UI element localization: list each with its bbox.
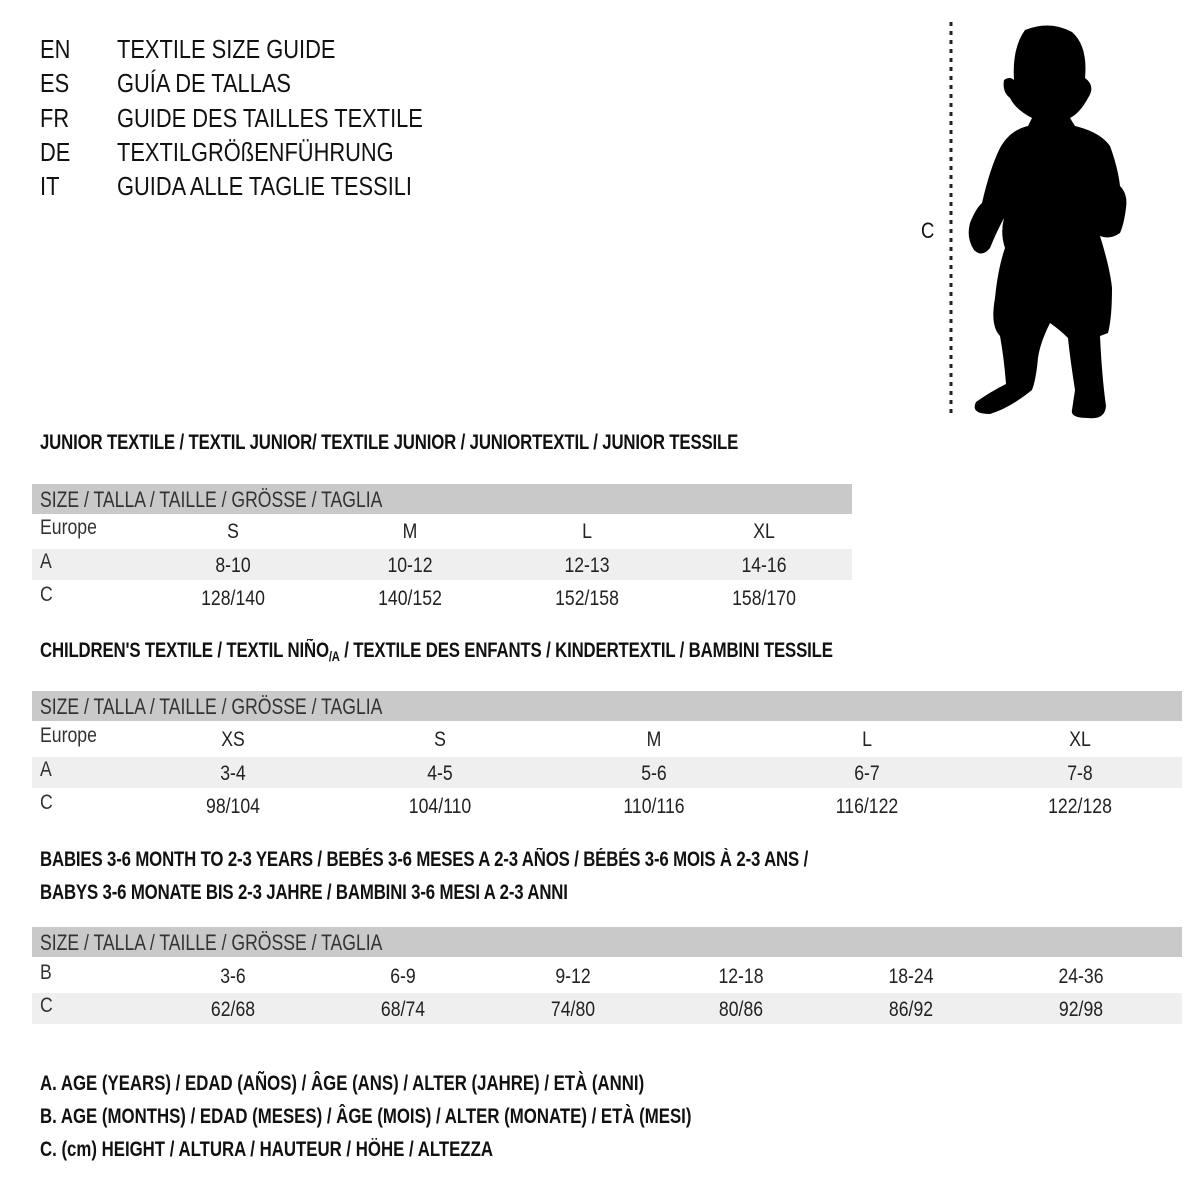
table-cell: 8-10 xyxy=(215,554,251,577)
table-cell: M xyxy=(402,520,418,543)
table-row-shade xyxy=(32,757,1182,788)
table-cell: 110/116 xyxy=(623,795,685,818)
table-cell: 3-6 xyxy=(220,965,246,988)
guide-title: GUIDA ALLE TAGLIE TESSILI xyxy=(117,171,412,202)
table-cell: 104/110 xyxy=(408,795,472,818)
section-title: CHILDREN'S TEXTILE / TEXTIL NIÑO/A / TEX… xyxy=(40,639,833,664)
table-cell: 6-7 xyxy=(854,762,880,785)
table-cell: 140/152 xyxy=(378,587,442,610)
language-code: DE xyxy=(40,136,71,167)
table-cell: 86/92 xyxy=(888,998,934,1021)
table-cell: 152/158 xyxy=(555,587,619,610)
section-title: JUNIOR TEXTILE / TEXTIL JUNIOR/ TEXTILE … xyxy=(40,431,739,454)
table-cell: 80/86 xyxy=(718,998,764,1021)
child-silhouette-icon xyxy=(968,25,1127,419)
table-cell: 18-24 xyxy=(888,965,934,988)
table-cell: 98/104 xyxy=(206,795,260,818)
language-code: IT xyxy=(40,171,60,202)
legend-line: B. AGE (MONTHS) / EDAD (MESES) / ÂGE (MO… xyxy=(40,1105,692,1128)
table-cell: XL xyxy=(1069,728,1091,751)
guide-title: TEXTILGRÖßENFÜHRUNG xyxy=(117,136,394,167)
table-cell: 62/68 xyxy=(210,998,256,1021)
table-cell: 14-16 xyxy=(741,554,787,577)
guide-title: GUIDE DES TAILLES TEXTILE xyxy=(117,102,423,133)
row-label: A xyxy=(40,758,52,781)
table-cell: 6-9 xyxy=(390,965,416,988)
size-header-bar: SIZE / TALLA / TAILLE / GRÖSSE / TAGLIA xyxy=(32,927,1182,957)
table-cell: 24-36 xyxy=(1058,965,1104,988)
section-title-part: / TEXTILE DES ENFANTS / KINDERTEXTIL / B… xyxy=(339,639,833,662)
table-cell: XS xyxy=(221,728,245,751)
table-cell: M xyxy=(646,728,662,751)
table-cell: 12-13 xyxy=(564,554,610,577)
table-cell: XL xyxy=(753,520,775,543)
size-header-label: SIZE / TALLA / TAILLE / GRÖSSE / TAGLIA xyxy=(40,487,383,512)
table-row-shade xyxy=(32,549,852,580)
legend-line: C. (cm) HEIGHT / ALTURA / HAUTEUR / HÖHE… xyxy=(40,1138,493,1161)
row-label: C xyxy=(40,791,53,814)
section-title-sub: /A xyxy=(328,648,340,664)
table-row-shade xyxy=(32,993,1182,1024)
table-cell: 10-12 xyxy=(387,554,433,577)
size-header-label: SIZE / TALLA / TAILLE / GRÖSSE / TAGLIA xyxy=(40,930,383,955)
language-code: FR xyxy=(40,102,70,133)
table-cell: L xyxy=(582,520,592,543)
guide-title: GUÍA DE TALLAS xyxy=(117,68,291,99)
section-title-part: CHILDREN'S TEXTILE / TEXTIL NIÑO xyxy=(40,639,329,662)
row-label: B xyxy=(40,961,52,984)
size-header-bar: SIZE / TALLA / TAILLE / GRÖSSE / TAGLIA xyxy=(32,691,1182,721)
table-cell: S xyxy=(227,520,239,543)
section-title-line: BABYS 3-6 MONATE BIS 2-3 JAHRE / BAMBINI… xyxy=(40,881,568,904)
table-cell: 7-8 xyxy=(1067,762,1093,785)
table-cell: 92/98 xyxy=(1058,998,1104,1021)
table-cell: 158/170 xyxy=(732,587,796,610)
size-header-bar: SIZE / TALLA / TAILLE / GRÖSSE / TAGLIA xyxy=(32,484,852,514)
row-label: C xyxy=(40,583,53,606)
dotted-height-line xyxy=(949,22,953,414)
row-label: Europe xyxy=(40,724,97,747)
table-cell: 4-5 xyxy=(427,762,453,785)
guide-title: TEXTILE SIZE GUIDE xyxy=(117,34,336,64)
language-code: ES xyxy=(40,68,70,99)
size-header-label: SIZE / TALLA / TAILLE / GRÖSSE / TAGLIA xyxy=(40,694,383,719)
table-cell: 116/122 xyxy=(835,795,899,818)
table-cell: 9-12 xyxy=(555,965,591,988)
table-cell: 74/80 xyxy=(550,998,596,1021)
row-label: A xyxy=(40,550,52,573)
table-cell: 3-4 xyxy=(220,762,246,785)
table-cell: S xyxy=(434,728,446,751)
language-code: EN xyxy=(40,34,71,64)
row-label: Europe xyxy=(40,516,97,539)
table-cell: 12-18 xyxy=(718,965,764,988)
table-cell: 122/128 xyxy=(1048,795,1112,818)
legend-line: A. AGE (YEARS) / EDAD (AÑOS) / ÂGE (ANS)… xyxy=(40,1072,645,1095)
table-cell: 68/74 xyxy=(380,998,426,1021)
table-cell: 5-6 xyxy=(641,762,667,785)
table-cell: 128/140 xyxy=(201,587,265,610)
section-title-line: BABIES 3-6 MONTH TO 2-3 YEARS / BEBÉS 3-… xyxy=(40,848,809,871)
table-cell: L xyxy=(862,728,872,751)
row-label: C xyxy=(40,994,53,1017)
height-label: C xyxy=(921,218,935,243)
